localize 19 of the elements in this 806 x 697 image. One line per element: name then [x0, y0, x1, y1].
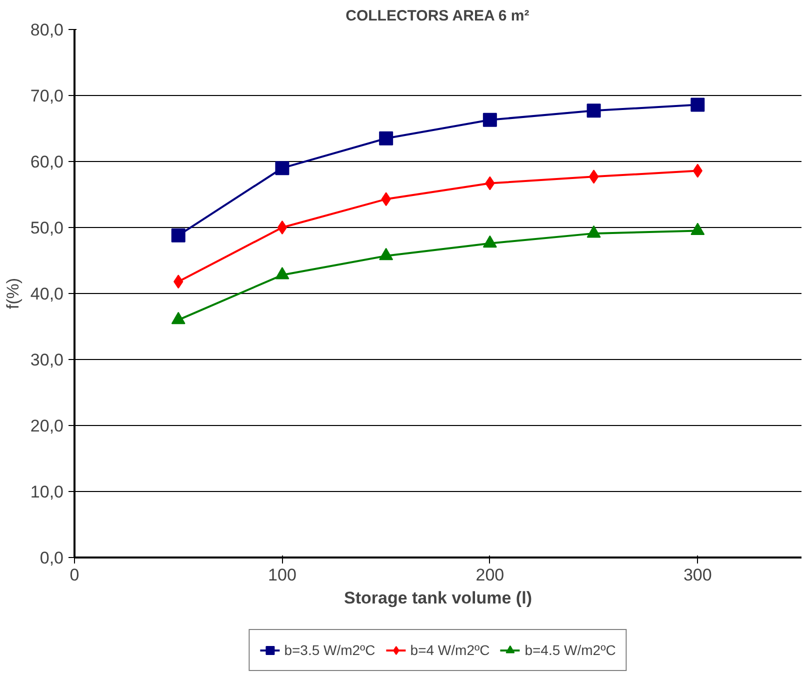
x-tick-label: 200	[476, 566, 504, 584]
y-tick-label: 50,0	[30, 218, 64, 238]
y-tick-label: 20,0	[30, 416, 64, 436]
y-tick-label: 80,0	[30, 20, 64, 40]
legend-label: b=4 W/m2ºC	[410, 642, 490, 658]
x-tick-label: 300	[683, 566, 712, 584]
y-tick-label: 60,0	[30, 152, 64, 172]
chart-title: COLLECTORS AREA 6 m²	[346, 8, 530, 24]
x-tick-label: 100	[268, 566, 296, 584]
legend-label: b=3.5 W/m2ºC	[284, 642, 376, 658]
y-tick-label: 30,0	[30, 350, 64, 370]
y-tick-label: 10,0	[30, 482, 64, 502]
y-tick-label: 0,0	[40, 548, 64, 568]
legend-label: b=4.5 W/m2ºC	[524, 642, 616, 658]
y-axis-title: f(%)	[3, 278, 22, 310]
x-tick-label: 0	[70, 566, 80, 584]
x-axis-title: Storage tank volume (l)	[344, 588, 532, 608]
y-tick-label: 40,0	[30, 284, 64, 304]
y-tick-label: 70,0	[30, 86, 64, 106]
